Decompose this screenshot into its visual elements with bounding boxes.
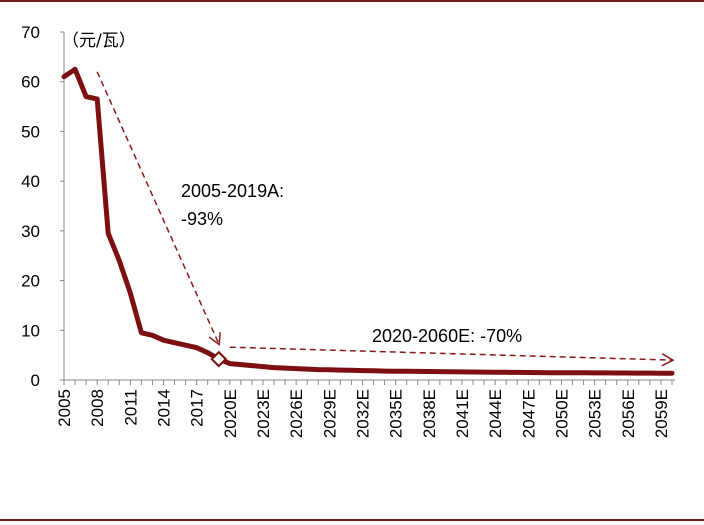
y-tick-label: 50 — [21, 122, 40, 141]
x-tick-label: 2026E — [287, 389, 306, 438]
top-border-rule — [0, 0, 704, 2]
annotations-group: 2005-2019A: -93% 2020-2060E: -70% — [181, 181, 522, 346]
y-tick-label: 60 — [21, 73, 40, 92]
y-tick-label: 20 — [21, 272, 40, 291]
annotation-1-line-1: 2005-2019A: — [181, 181, 284, 201]
x-tick-label: 2041E — [453, 389, 472, 438]
x-tick-label: 2032E — [353, 389, 372, 438]
annotation-arrows — [96, 71, 675, 367]
bottom-border-rule — [0, 519, 704, 521]
x-tick-label: 2023E — [254, 389, 273, 438]
y-tick-label: 30 — [21, 222, 40, 241]
series-group — [61, 66, 675, 376]
x-tick-label: 2017 — [188, 389, 207, 427]
series-line — [61, 66, 675, 376]
x-tick-label: 2014 — [154, 389, 173, 427]
x-tick-label: 2056E — [619, 389, 638, 438]
x-tick-label: 2008 — [88, 389, 107, 427]
x-axis-ticks: 2005 2008 2011 2014 2017 2020E 2023E 2026E 2029E… — [55, 380, 673, 438]
y-tick-label: 10 — [21, 321, 40, 340]
annotation-arrow-2 — [229, 346, 675, 367]
x-tick-label: 2059E — [652, 389, 671, 438]
diamond-marker — [210, 350, 228, 368]
x-tick-label: 2050E — [552, 389, 571, 438]
y-axis-unit-label: （元/瓦） — [62, 31, 136, 51]
x-tick-label: 2011 — [121, 389, 140, 426]
annotation-2: 2020-2060E: -70% — [372, 326, 522, 346]
annotation-arrow-1 — [96, 71, 221, 347]
x-tick-label: 2035E — [387, 389, 406, 438]
x-tick-label: 2044E — [486, 389, 505, 438]
y-tick-label: 0 — [31, 371, 40, 390]
y-axis-ticks: 0 10 20 30 40 50 60 70 — [21, 23, 64, 390]
y-tick-label: 40 — [21, 172, 40, 191]
x-tick-label: 2038E — [420, 389, 439, 438]
x-tick-label: 2047E — [519, 389, 538, 438]
y-tick-label: 70 — [21, 23, 40, 42]
x-tick-label: 2053E — [586, 389, 605, 438]
x-tick-label: 2005 — [55, 389, 74, 427]
annotation-1-line-2: -93% — [181, 209, 223, 229]
x-tick-label: 2020E — [221, 389, 240, 438]
x-tick-label: 2029E — [320, 389, 339, 438]
axes-group — [63, 32, 675, 381]
